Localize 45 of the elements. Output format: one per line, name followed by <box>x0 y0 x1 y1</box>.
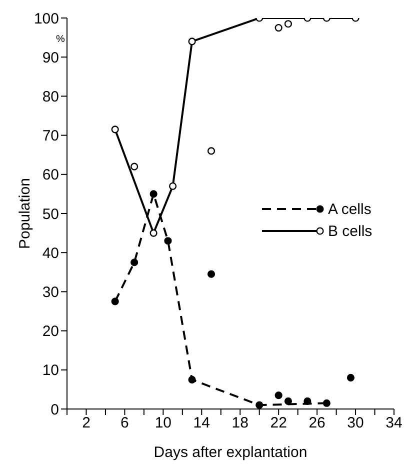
point <box>150 229 158 237</box>
y-tick-label: 10 <box>42 362 59 380</box>
x-tick-label: 18 <box>232 414 248 432</box>
x-tick-label: 34 <box>386 414 402 432</box>
x-tick-label: 10 <box>154 414 172 432</box>
legend-label: B cells <box>328 222 372 240</box>
y-tick-label: 0 <box>50 401 59 418</box>
y-tick-label: 100 <box>34 10 59 28</box>
x-tick-label: 6 <box>120 414 129 432</box>
point <box>150 190 158 198</box>
point <box>274 392 282 400</box>
point <box>188 376 196 384</box>
point <box>256 401 264 409</box>
y-tick-label: 60 <box>42 166 59 184</box>
point <box>207 147 216 155</box>
point <box>284 397 292 405</box>
point <box>111 126 119 134</box>
point <box>164 237 172 245</box>
y-tick-label: 80 <box>42 88 59 106</box>
point <box>322 399 330 407</box>
point <box>207 270 216 278</box>
x-axis-title: Days after explantation <box>154 444 308 461</box>
legend-label: A cells <box>328 200 372 218</box>
point <box>304 397 312 405</box>
x-tick-label: 26 <box>308 414 326 432</box>
y-tick-label: 40 <box>42 244 59 262</box>
x-tick-label: 14 <box>193 414 210 432</box>
text: % <box>56 34 65 45</box>
point <box>274 24 282 32</box>
point <box>111 298 119 306</box>
point <box>168 182 177 190</box>
point <box>130 162 138 170</box>
y-tick-label: 90 <box>42 49 59 66</box>
point <box>346 374 355 382</box>
y-tick-label: 30 <box>42 284 59 302</box>
y-tick-label: 50 <box>42 206 59 223</box>
y-tick-label: 70 <box>42 128 59 145</box>
point <box>284 20 292 28</box>
y-tick-label: 20 <box>42 323 59 340</box>
x-tick-label: 22 <box>270 414 287 432</box>
x-tick-label: 2 <box>82 414 90 432</box>
point <box>130 258 138 266</box>
y-axis-title: Population <box>16 178 34 249</box>
x-tick-label: 30 <box>347 414 364 432</box>
point <box>188 38 196 46</box>
